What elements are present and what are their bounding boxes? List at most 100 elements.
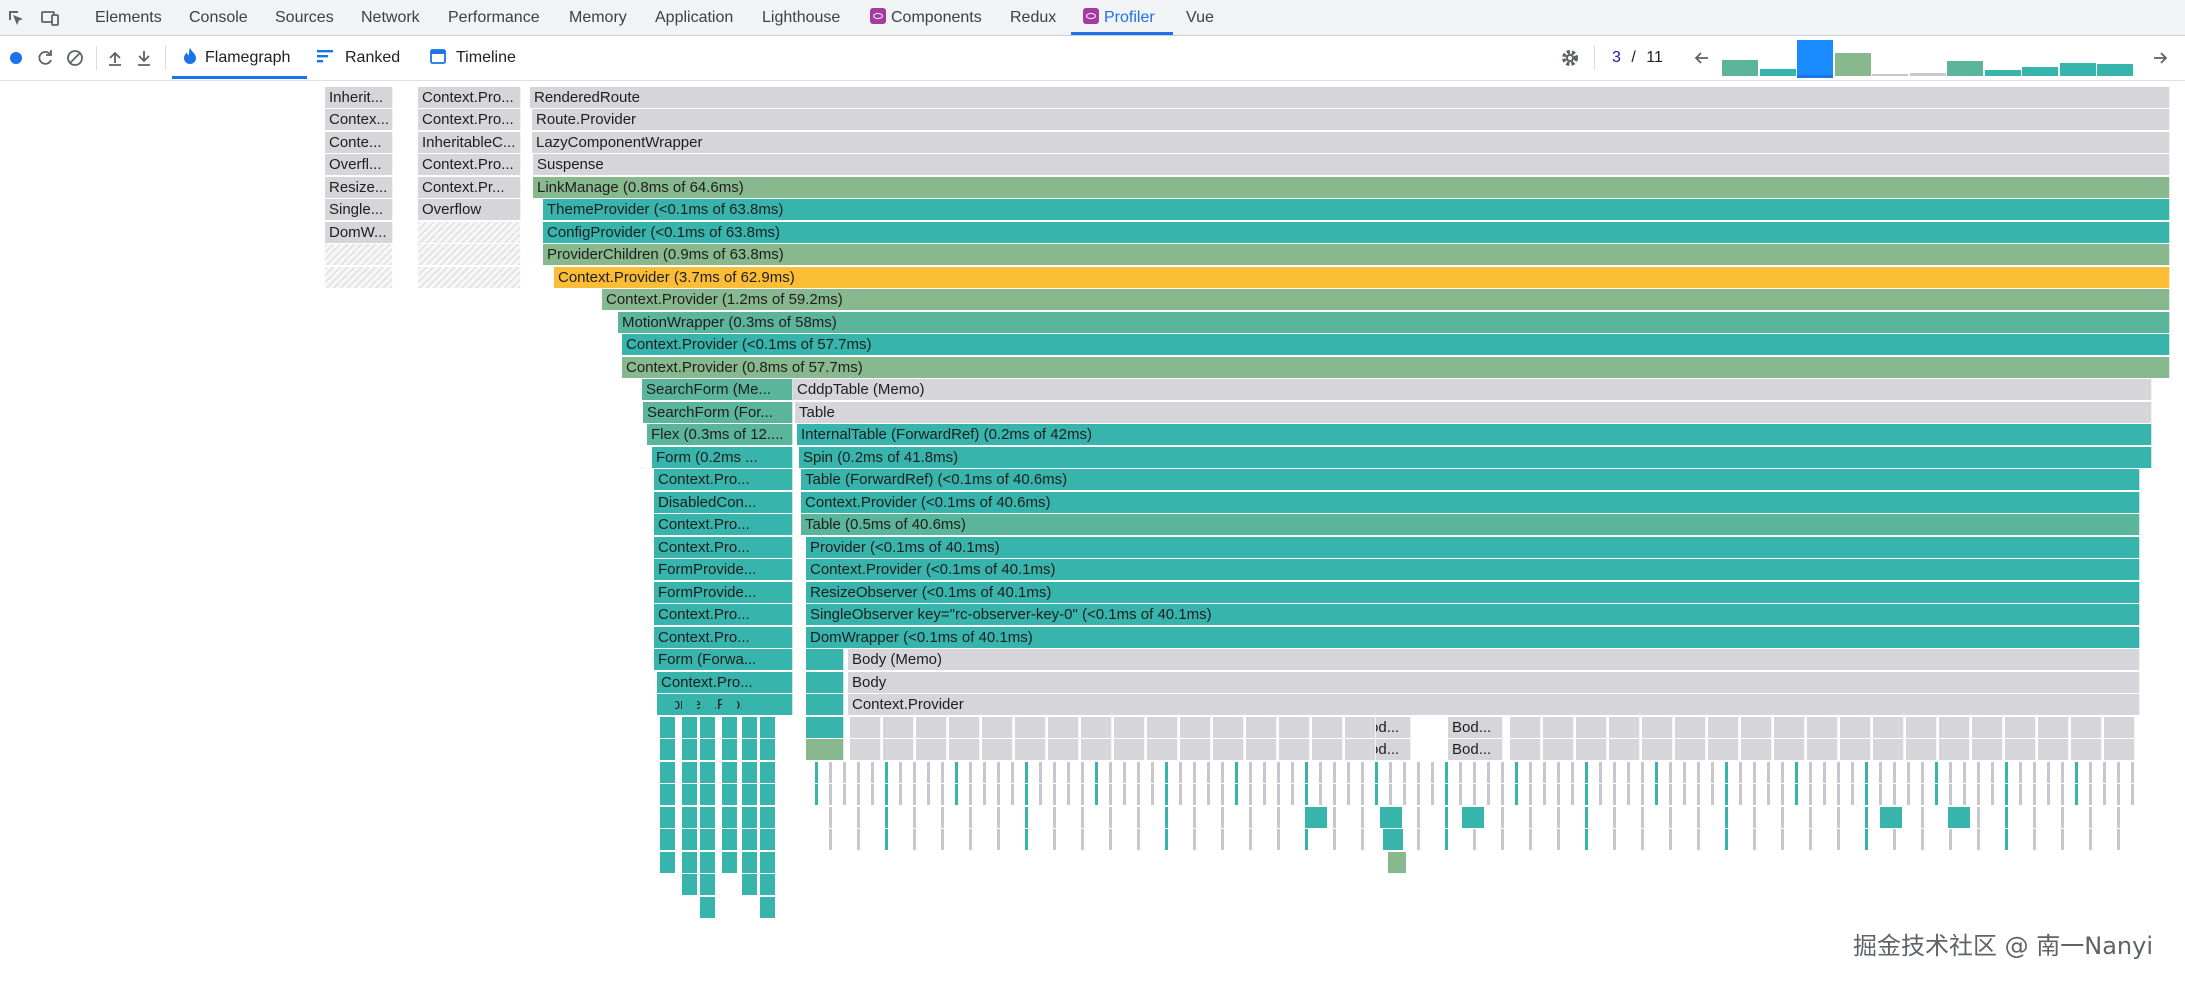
flamegraph-node-body[interactable]: [1774, 716, 1805, 738]
flamegraph-leaf-node[interactable]: [913, 784, 916, 805]
flamegraph-leaf-node[interactable]: [1375, 784, 1378, 805]
flamegraph-leaf-node[interactable]: [927, 784, 930, 805]
flamegraph-node-form[interactable]: Context.Pro...: [654, 469, 793, 490]
flamegraph-leaf-node[interactable]: [1501, 829, 1504, 850]
flamegraph-node[interactable]: Suspense: [533, 154, 2170, 175]
flamegraph-node[interactable]: ProviderChildren (0.9ms of 63.8ms): [543, 244, 2170, 265]
flamegraph-node-body[interactable]: [1015, 716, 1046, 738]
flamegraph-leaf-node[interactable]: [899, 784, 902, 805]
flamegraph-leaf-node[interactable]: [1893, 829, 1896, 850]
flamegraph-leaf-node[interactable]: [1641, 784, 1644, 805]
flamegraph-node-form[interactable]: Context.Pro...: [654, 536, 793, 558]
flamegraph-leaf-node[interactable]: [1865, 784, 1868, 805]
flamegraph-leaf-node[interactable]: [1039, 784, 1042, 805]
flamegraph-leaf-node[interactable]: [1879, 784, 1882, 805]
flamegraph-leaf-node[interactable]: [1529, 829, 1532, 850]
flamegraph-node-table[interactable]: Table (ForwardRef) (<0.1ms of 40.6ms): [801, 469, 2140, 490]
flamegraph-leaf-node[interactable]: [1249, 829, 1252, 850]
flamegraph-leaf-node[interactable]: [742, 694, 757, 715]
flamegraph-leaf-node[interactable]: [1333, 761, 1336, 783]
flamegraph-leaf-node[interactable]: [1753, 761, 1756, 783]
flamegraph-leaf-node[interactable]: [1025, 806, 1028, 828]
tab-performance[interactable]: Performance: [448, 9, 540, 26]
flamegraph-node-body[interactable]: [1180, 739, 1211, 760]
flamegraph-leaf-node[interactable]: [1151, 784, 1154, 805]
flamegraph-leaf-node[interactable]: [1907, 761, 1910, 783]
flamegraph-leaf-node[interactable]: [722, 829, 737, 850]
flamegraph-leaf-node[interactable]: [1711, 784, 1714, 805]
flamegraph-leaf-node[interactable]: [1081, 784, 1084, 805]
flamegraph-leaf-node[interactable]: [1501, 784, 1504, 805]
flamegraph-leaf-node[interactable]: [1487, 761, 1490, 783]
flamegraph-leaf-node[interactable]: [1823, 761, 1826, 783]
flamegraph-leaf-node[interactable]: [1137, 829, 1140, 850]
flamegraph-node-body[interactable]: [982, 739, 1013, 760]
flamegraph-leaf-node[interactable]: [815, 761, 818, 783]
flamegraph-node-body[interactable]: [1609, 716, 1640, 738]
flamegraph-node-body[interactable]: [916, 716, 947, 738]
flamegraph-leaf-node[interactable]: [1767, 761, 1770, 783]
flamegraph-leaf-node[interactable]: [1333, 784, 1336, 805]
flamegraph-leaf-node[interactable]: [1263, 784, 1266, 805]
flamegraph-leaf-node[interactable]: [1277, 761, 1280, 783]
flamegraph-leaf-node[interactable]: [1963, 761, 1966, 783]
flamegraph-leaf-node[interactable]: [1865, 761, 1868, 783]
flamegraph-leaf-node[interactable]: [760, 694, 775, 715]
flamegraph-node-body[interactable]: [1576, 716, 1607, 738]
flamegraph-leaf-node[interactable]: [829, 784, 832, 805]
flamegraph-leaf-node[interactable]: [1053, 784, 1056, 805]
flamegraph-leaf-node[interactable]: [1501, 761, 1504, 783]
flamegraph-leaf-node[interactable]: [1837, 784, 1840, 805]
flamegraph-node-body[interactable]: [1048, 739, 1079, 760]
flamegraph-node-body[interactable]: [883, 739, 914, 760]
flamegraph-leaf-node[interactable]: [1095, 784, 1098, 805]
flamegraph-leaf-node[interactable]: [2075, 784, 2078, 805]
flamegraph-leaf-node[interactable]: [1151, 761, 1154, 783]
flamegraph-leaf-node[interactable]: [1809, 761, 1812, 783]
flamegraph-node-body[interactable]: Bod...: [1448, 716, 1503, 738]
flamegraph-leaf-node[interactable]: [1949, 761, 1952, 783]
flamegraph-leaf-node[interactable]: [1221, 784, 1224, 805]
flamegraph-node-form[interactable]: Context.Pro...: [657, 671, 793, 693]
flamegraph-node-body[interactable]: [1576, 739, 1607, 760]
flamegraph-node-form[interactable]: FormProvide...: [654, 559, 793, 580]
flamegraph-leaf-node[interactable]: [2005, 784, 2008, 805]
flamegraph-leaf-node[interactable]: [1109, 761, 1112, 783]
flamegraph-leaf-node[interactable]: [700, 896, 715, 918]
flamegraph-leaf-node[interactable]: [700, 694, 715, 715]
flamegraph-node-body[interactable]: [1345, 739, 1376, 760]
commit-bar-chart[interactable]: [1722, 40, 2136, 76]
flamegraph-leaf-node[interactable]: [1585, 761, 1588, 783]
flamegraph-leaf-node[interactable]: [2103, 761, 2106, 783]
flamegraph-leaf-node[interactable]: [969, 806, 972, 828]
flamegraph-leaf-node[interactable]: [1725, 761, 1728, 783]
flamegraph-leaf-node[interactable]: [1837, 806, 1840, 828]
flamegraph-leaf-node[interactable]: [682, 694, 697, 715]
flamegraph-node-left[interactable]: Contex...: [325, 109, 393, 130]
flamegraph-leaf-node[interactable]: [1977, 806, 1980, 828]
flamegraph-node-body[interactable]: [1708, 739, 1739, 760]
flamegraph-leaf-node[interactable]: [660, 761, 675, 783]
flamegraph-leaf-node[interactable]: [1655, 784, 1658, 805]
flamegraph-leaf-node[interactable]: [682, 716, 697, 738]
flamegraph-leaf-node[interactable]: [1571, 784, 1574, 805]
flamegraph-node[interactable]: LinkManage (0.8ms of 64.6ms): [533, 176, 2170, 198]
flamegraph-leaf-node[interactable]: [1907, 784, 1910, 805]
flamegraph-leaf-node[interactable]: [722, 761, 737, 783]
flamegraph-leaf-node[interactable]: [2061, 829, 2064, 850]
flamegraph-node-table[interactable]: Provider (<0.1ms of 40.1ms): [806, 536, 2140, 558]
flamegraph-leaf-node[interactable]: [1557, 784, 1560, 805]
flamegraph-leaf-node[interactable]: [1095, 761, 1098, 783]
flamegraph-node-form[interactable]: Form (0.2ms ...: [652, 446, 793, 468]
flamegraph-node-body[interactable]: [1840, 716, 1871, 738]
flamegraph-leaf-node[interactable]: [700, 829, 715, 850]
tab-lighthouse[interactable]: Lighthouse: [762, 9, 841, 26]
flamegraph-leaf-node[interactable]: [1383, 829, 1403, 850]
flamegraph-leaf-node[interactable]: [1879, 761, 1882, 783]
flamegraph-leaf-node[interactable]: [1025, 784, 1028, 805]
flamegraph-leaf-node[interactable]: [927, 761, 930, 783]
flamegraph-leaf-node[interactable]: [1641, 806, 1644, 828]
flamegraph-leaf-node[interactable]: [1627, 784, 1630, 805]
flamegraph-node-left[interactable]: Context.Pr...: [418, 176, 521, 198]
flamegraph-leaf-node[interactable]: [1039, 761, 1042, 783]
